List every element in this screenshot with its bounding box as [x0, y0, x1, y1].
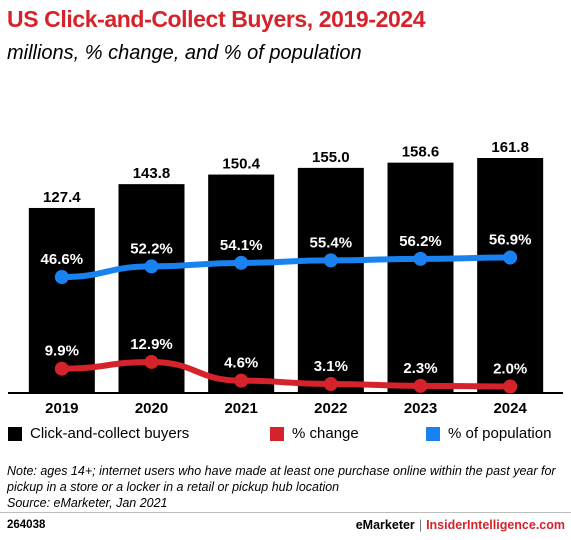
- population-point-2023: [413, 251, 428, 266]
- bar-2022: [297, 167, 364, 393]
- chart-subtitle: millions, % change, and % of population: [7, 42, 362, 64]
- change-point-2020: [144, 354, 159, 369]
- bar-label-2019: 127.4: [43, 189, 81, 206]
- x-tick-2021: 2021: [224, 400, 257, 416]
- population-point-2022: [323, 253, 338, 268]
- bar-label-2020: 143.8: [133, 165, 171, 182]
- population-label-2020: 52.2%: [130, 240, 173, 257]
- legend-swatch-population: [426, 426, 440, 441]
- legend-label-population: % of population: [448, 425, 552, 442]
- population-label-2019: 46.6%: [41, 251, 84, 268]
- x-tick-2019: 2019: [45, 400, 78, 416]
- population-point-2020: [144, 259, 159, 274]
- population-point-2021: [234, 255, 249, 270]
- change-line: [58, 358, 514, 390]
- change-label-2022: 3.1%: [314, 358, 348, 375]
- legend-swatch-buyers: [8, 426, 22, 441]
- brand-separator: |: [418, 518, 423, 532]
- population-label-2022: 55.4%: [310, 234, 353, 251]
- x-tick-2023: 2023: [404, 400, 437, 416]
- chart-plot: 127.4 143.8 150.4 155.0 158.6 161.8 46.6% 52.2%…: [8, 139, 563, 416]
- population-point-2019: [54, 270, 69, 284]
- change-label-2020: 12.9%: [130, 336, 173, 353]
- change-label-2023: 2.3%: [403, 360, 437, 377]
- bar-2024: [477, 158, 544, 393]
- footer-brand: eMarketer | InsiderIntelligence.com: [356, 518, 565, 532]
- footer-divider: [0, 512, 571, 513]
- change-label-2019: 9.9%: [45, 343, 79, 360]
- bar-label-2023: 158.6: [402, 144, 440, 161]
- change-point-2022: [323, 377, 338, 392]
- note-text: Note: ages 14+; internet users who have …: [7, 464, 556, 494]
- legend-item-population: % of population: [426, 425, 551, 442]
- legend-item-buyers: Click-and-collect buyers: [8, 425, 189, 442]
- brand-insider-link[interactable]: InsiderIntelligence.com: [426, 518, 565, 532]
- change-point-2023: [413, 378, 428, 393]
- bar-label-2021: 150.4: [222, 156, 260, 173]
- population-point-2024: [503, 250, 518, 265]
- bar-label-2024: 161.8: [491, 139, 529, 156]
- bar-2023: [387, 162, 454, 393]
- change-point-2021: [234, 373, 249, 388]
- x-tick-2022: 2022: [314, 400, 347, 416]
- legend-label-buyers: Click-and-collect buyers: [30, 425, 190, 442]
- change-point-2024: [503, 379, 518, 394]
- legend-item-change: % change: [270, 425, 359, 442]
- legend-label-change: % change: [292, 425, 359, 442]
- change-point-2019: [54, 361, 69, 376]
- bar-label-2022: 155.0: [312, 149, 350, 166]
- population-line: [58, 254, 514, 280]
- chart-note: Note: ages 14+; internet users who have …: [7, 463, 567, 511]
- chart-legend: Click-and-collect buyers % change % of p…: [0, 425, 571, 447]
- population-label-2023: 56.2%: [399, 233, 442, 250]
- bar-2021: [208, 174, 275, 393]
- population-label-2021: 54.1%: [220, 237, 263, 254]
- x-tick-2020: 2020: [135, 400, 168, 416]
- chart-title: US Click-and-Collect Buyers, 2019-2024: [7, 6, 426, 32]
- brand-emarketer: eMarketer: [355, 518, 415, 532]
- chart-id: 264038: [7, 519, 46, 531]
- change-label-2021: 4.6%: [224, 355, 258, 372]
- legend-swatch-change: [270, 426, 284, 441]
- x-tick-2024: 2024: [493, 400, 527, 416]
- change-label-2024: 2.0%: [493, 361, 527, 378]
- source-text: Source: eMarketer, Jan 2021: [7, 496, 168, 510]
- population-label-2024: 56.9%: [489, 232, 532, 249]
